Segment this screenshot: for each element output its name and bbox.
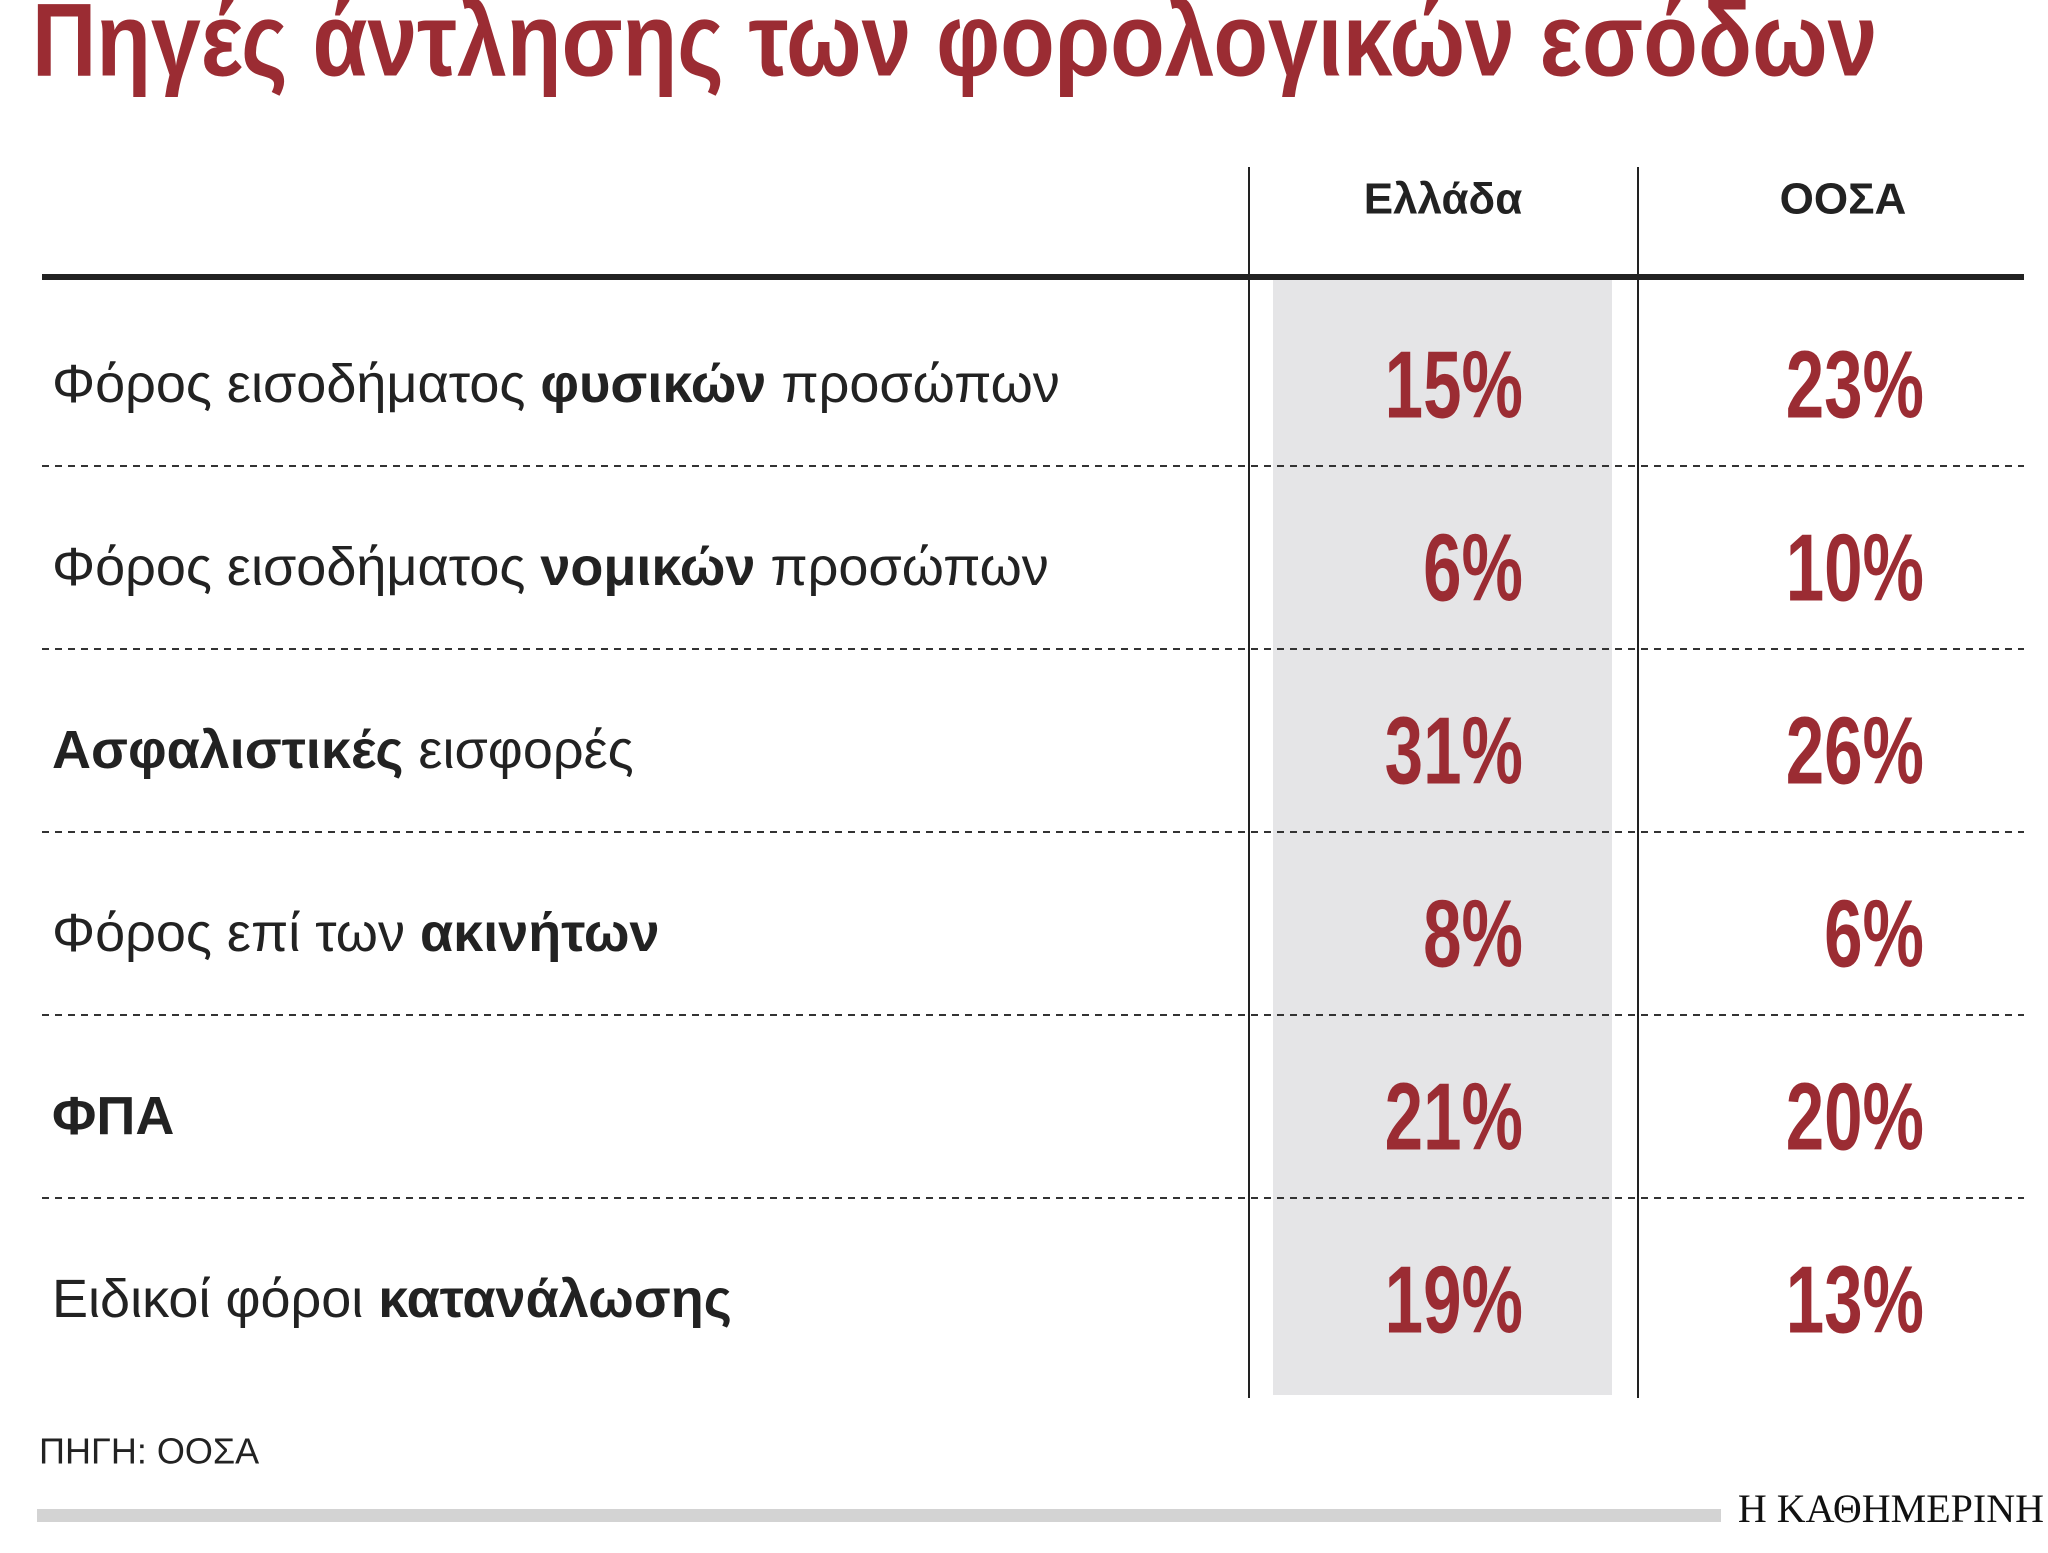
- label-part: Φόρος επί των: [52, 903, 420, 963]
- cell-value: 6%: [1824, 879, 1924, 987]
- cell-value: 6%: [1423, 513, 1523, 621]
- cell-value: 10%: [1786, 513, 1924, 621]
- label-part: Ειδικοί φόροι: [52, 1269, 378, 1329]
- title: Πηγές άντλησης των φορολογικών εσόδων: [32, 0, 1878, 98]
- brand: Η ΚΑΘΗΜΕΡΙΝΗ: [1738, 1486, 2044, 1531]
- cell-value: 8%: [1423, 879, 1523, 987]
- row-label: Ειδικοί φόροι κατανάλωσης: [52, 1269, 732, 1329]
- label-part: Φόρος εισοδήματος: [52, 354, 540, 414]
- row-label: Φόρος εισοδήματος φυσικών προσώπων: [52, 354, 1060, 414]
- label-part: ακινήτων: [420, 903, 660, 963]
- cell-value: 13%: [1786, 1245, 1924, 1353]
- row-label: Φόρος εισοδήματος νομικών προσώπων: [52, 537, 1049, 597]
- row-label: ΦΠΑ: [52, 1086, 174, 1146]
- cell-value: 23%: [1786, 330, 1924, 438]
- column-header: Ελλάδα: [1364, 175, 1523, 224]
- cell-value: 20%: [1786, 1062, 1924, 1170]
- label-part: κατανάλωσης: [378, 1269, 732, 1329]
- cell-value: 19%: [1385, 1245, 1523, 1353]
- label-part: εισφορές: [403, 720, 633, 780]
- label-part: φυσικών: [540, 354, 766, 414]
- cell-value: 26%: [1786, 696, 1924, 804]
- source: ΠΗΓΗ: ΟΟΣΑ: [39, 1431, 259, 1472]
- row-label: Φόρος επί των ακινήτων: [52, 903, 660, 963]
- label-part: ΦΠΑ: [52, 1086, 174, 1146]
- label-part: προσώπων: [766, 354, 1059, 414]
- footer-bar: [37, 1509, 1721, 1522]
- highlight-column: [1273, 279, 1612, 1395]
- cell-value: 15%: [1385, 330, 1523, 438]
- label-part: νομικών: [540, 537, 755, 597]
- cell-value: 31%: [1385, 696, 1523, 804]
- label-part: προσώπων: [755, 537, 1048, 597]
- column-header: ΟΟΣΑ: [1780, 175, 1907, 224]
- label-part: Φόρος εισοδήματος: [52, 537, 540, 597]
- label-part: Ασφαλιστικές: [52, 720, 403, 780]
- row-label: Ασφαλιστικές εισφορές: [52, 720, 634, 780]
- cell-value: 21%: [1385, 1062, 1523, 1170]
